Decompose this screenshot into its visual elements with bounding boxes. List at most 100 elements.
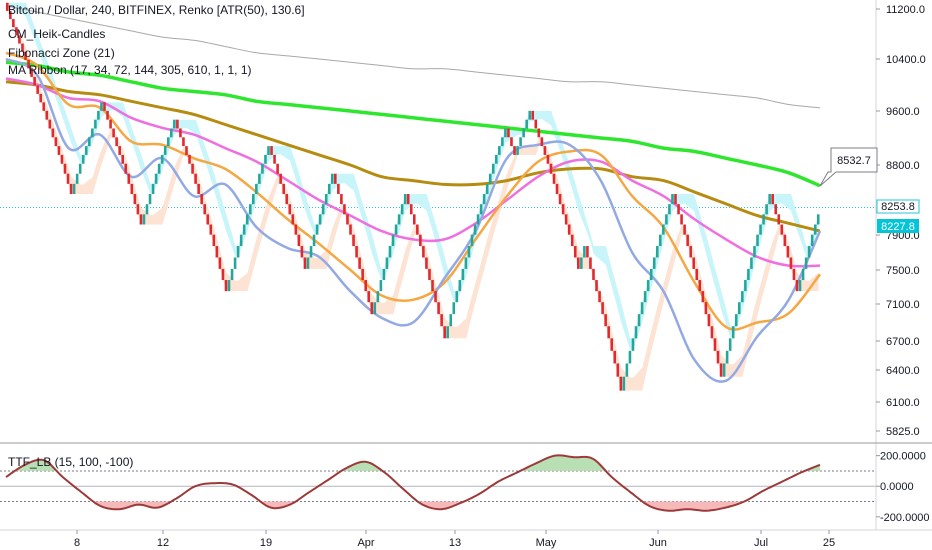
renko-brick-down [683, 224, 686, 235]
renko-brick-up [81, 154, 85, 164]
renko-brick-up [142, 214, 146, 225]
renko-brick-up [88, 137, 91, 147]
renko-brick-up [163, 146, 167, 155]
renko-brick-up [166, 137, 170, 147]
renko-brick-up [622, 376, 626, 391]
legend-indicator-fibonacci-zone[interactable]: Fibonacci Zone (21) [8, 46, 115, 60]
renko-brick-up [449, 314, 453, 327]
renko-brick-down [577, 257, 580, 269]
y-tick-label: 7500.0 [886, 265, 920, 277]
renko-brick-up [731, 326, 735, 339]
oscillator-label[interactable]: TTF_LB (15, 100, -100) [8, 455, 134, 469]
renko-brick-down [698, 280, 702, 292]
renko-brick-down [443, 326, 446, 339]
renko-brick-up [580, 257, 583, 269]
renko-brick-down [221, 268, 225, 281]
renko-brick-down [428, 268, 431, 281]
renko-brick-down [182, 137, 185, 147]
renko-brick-up [519, 137, 522, 147]
ma-bubble-label: 8532.7 [837, 155, 871, 167]
renko-brick-down [689, 246, 692, 258]
renko-brick-up [747, 268, 750, 281]
renko-brick-up [734, 314, 738, 327]
renko-brick-up [97, 110, 100, 120]
renko-brick-down [109, 119, 112, 129]
renko-brick-down [27, 59, 30, 69]
renko-brick-down [431, 280, 434, 292]
renko-brick-down [15, 27, 18, 36]
renko-brick-up [264, 154, 267, 164]
renko-brick-up [491, 163, 495, 174]
renko-brick-up [252, 194, 255, 205]
renko-brick-down [188, 154, 191, 164]
ma-72-line [5, 77, 821, 268]
y-tick-label: 6400.0 [886, 365, 920, 377]
renko-brick-up [157, 163, 161, 174]
renko-brick-down [564, 214, 568, 225]
renko-brick-down [36, 85, 39, 94]
ma-144-line [5, 80, 821, 233]
renko-brick-down [349, 224, 352, 235]
renko-brick-up [737, 302, 741, 315]
x-tick-label: Jun [649, 537, 667, 549]
renko-brick-up [765, 204, 768, 215]
renko-brick-down [358, 257, 361, 269]
renko-brick-up [160, 154, 164, 164]
renko-brick-up [170, 128, 173, 138]
renko-brick-up [154, 173, 158, 184]
renko-brick-up [759, 224, 762, 235]
x-tick-label: 19 [260, 537, 272, 549]
renko-brick-up [388, 246, 392, 258]
renko-brick-down [300, 246, 304, 258]
renko-brick-down [507, 128, 510, 138]
renko-brick-up [242, 224, 246, 235]
renko-brick-up [391, 234, 395, 247]
renko-brick-up [327, 183, 331, 195]
renko-brick-down [124, 163, 128, 174]
renko-brick-down [704, 302, 708, 315]
renko-brick-up [394, 224, 398, 235]
renko-brick-down [285, 194, 289, 205]
renko-brick-up [646, 280, 650, 292]
renko-brick-down [66, 173, 70, 184]
ma-610-line [5, 5, 821, 109]
renko-brick-down [191, 163, 194, 174]
renko-brick-up [306, 257, 310, 269]
renko-brick-up [631, 338, 635, 351]
renko-brick-up [464, 257, 468, 269]
y-tick-label: 10400.0 [886, 54, 926, 66]
renko-brick-up [233, 257, 237, 269]
renko-brick-up [628, 350, 632, 364]
renko-brick-down [692, 257, 696, 269]
renko-brick-down [133, 194, 137, 205]
y-tick-label: 9600.0 [886, 106, 920, 118]
renko-brick-down [416, 224, 419, 235]
renko-brick-down [409, 204, 413, 215]
renko-brick-up [148, 194, 152, 205]
renko-brick-down [115, 137, 118, 147]
renko-brick-up [504, 128, 507, 138]
legend-indicator-ma-ribbon[interactable]: MA Ribbon (17, 34, 72, 144, 305, 610, 1,… [8, 63, 252, 77]
renko-brick-down [42, 102, 46, 111]
renko-brick-up [495, 154, 498, 164]
renko-brick-down [771, 194, 774, 205]
renko-brick-down [346, 214, 349, 225]
renko-brick-down [18, 35, 21, 44]
renko-brick-down [364, 280, 367, 292]
renko-brick-down [686, 234, 689, 247]
legend-indicator-heik-candles[interactable]: CM_Heik-Candles [8, 27, 106, 41]
renko-brick-down [63, 163, 67, 174]
renko-brick-up [473, 224, 477, 235]
renko-brick-down [352, 234, 355, 247]
renko-brick-down [121, 154, 124, 164]
renko-brick-down [786, 246, 790, 258]
renko-brick-up [662, 224, 665, 235]
x-tick-label: Jul [754, 537, 768, 549]
renko-brick-down [792, 268, 796, 281]
renko-brick-down [531, 110, 535, 120]
renko-brick-down [552, 173, 556, 184]
renko-brick-up [525, 119, 528, 129]
renko-brick-up [728, 338, 732, 351]
renko-brick-down [707, 314, 711, 327]
